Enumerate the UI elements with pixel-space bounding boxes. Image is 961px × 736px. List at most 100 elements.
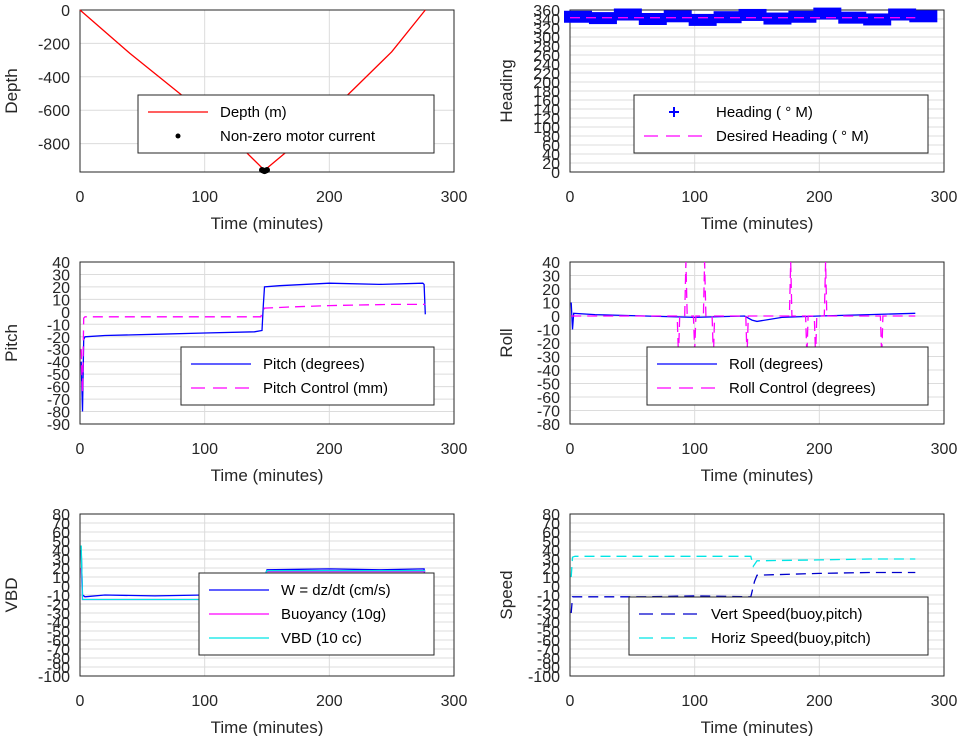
y-tick-label: 260: [533, 48, 560, 65]
y-tick-label: -20: [47, 597, 70, 614]
y-tick-label: -80: [537, 651, 560, 668]
y-tick-label: 200: [533, 75, 560, 92]
x-tick-label: 200: [316, 441, 343, 458]
legend-entry: Pitch (degrees): [263, 356, 365, 373]
x-tick-label: 200: [806, 189, 833, 206]
y-tick-label: -20: [47, 330, 70, 347]
y-tick-label: -60: [47, 380, 70, 397]
legend-marker: [175, 133, 181, 139]
y-tick-label: -10: [47, 588, 70, 605]
y-tick-label: -70: [537, 642, 560, 659]
y-tick-label: 10: [542, 296, 560, 313]
y-tick-label: 20: [542, 561, 560, 578]
y-tick-label: -20: [537, 597, 560, 614]
y-tick-label: -100: [38, 669, 70, 686]
x-tick-label: 200: [316, 189, 343, 206]
data-marker: [838, 11, 867, 24]
y-tick-label: -800: [38, 137, 70, 154]
y-tick-label: 20: [52, 280, 70, 297]
y-axis-label: Roll: [497, 328, 516, 357]
plot-border: [569, 513, 945, 677]
x-tick-label: 100: [681, 441, 708, 458]
y-tick-label: -20: [537, 336, 560, 353]
x-tick-label: 300: [441, 441, 468, 458]
x-tick-label: 300: [931, 693, 958, 710]
x-tick-label: 0: [76, 693, 85, 710]
x-tick-label: 100: [191, 693, 218, 710]
y-tick-label: 50: [542, 534, 560, 551]
y-tick-label: -30: [537, 606, 560, 623]
legend-box: [633, 94, 929, 154]
y-tick-label: -60: [537, 633, 560, 650]
y-tick-label: 360: [533, 3, 560, 20]
y-tick-label: -10: [537, 588, 560, 605]
y-tick-label: -50: [47, 624, 70, 641]
y-tick-label: 60: [52, 525, 70, 542]
y-axis-label: VBD: [2, 578, 21, 613]
x-tick-label: 100: [191, 189, 218, 206]
y-tick-label: -40: [47, 355, 70, 372]
legend-entry: Non-zero motor current: [220, 128, 376, 145]
x-axis-label: Time (minutes): [701, 214, 814, 233]
y-tick-label: -80: [47, 651, 70, 668]
legend-entry: Depth (m): [220, 104, 287, 121]
y-tick-label: 0: [61, 305, 70, 322]
y-tick-label: 70: [542, 516, 560, 533]
y-tick-label: 0: [551, 165, 560, 182]
legend: Vert Speed(buoy,pitch) Horiz Speed(buoy,p…: [628, 596, 929, 656]
data-marker: [713, 11, 742, 24]
y-tick-label: -70: [47, 642, 70, 659]
series-line-1: [570, 302, 916, 330]
y-tick-label: 10: [52, 570, 70, 587]
y-tick-label: -50: [47, 367, 70, 384]
y-tick-label: 40: [542, 255, 560, 272]
x-tick-label: 100: [681, 189, 708, 206]
legend: Roll (degrees) Roll Control (degrees): [646, 346, 929, 406]
data-marker: [613, 8, 642, 21]
y-tick-label: -600: [38, 103, 70, 120]
legend-box: [137, 94, 435, 154]
y-tick-label: 30: [52, 552, 70, 569]
x-tick-label: 300: [441, 693, 468, 710]
y-axis-label: Pitch: [2, 324, 21, 362]
legend-box: [180, 346, 435, 406]
chart-4: 0 100 200 300403020100-10-20-30-40-50-60-70…: [497, 255, 957, 485]
legend-box: [628, 596, 929, 656]
y-tick-label: 60: [542, 525, 560, 542]
y-tick-label: 30: [52, 267, 70, 284]
y-tick-label: 0: [61, 579, 70, 596]
data-marker: [688, 13, 717, 26]
legend: Pitch (degrees) Pitch Control (mm): [180, 346, 435, 406]
y-tick-label: -90: [47, 660, 70, 677]
chart-6: 0 100 200 30080706050403020100-10-20-30-40-…: [497, 507, 957, 736]
y-tick-label: 10: [542, 570, 560, 587]
y-tick-label: 20: [52, 561, 70, 578]
x-tick-label: 200: [806, 441, 833, 458]
legend-box: [646, 346, 929, 406]
y-tick-label: -40: [537, 363, 560, 380]
x-tick-label: 200: [316, 693, 343, 710]
data-marker: [788, 10, 817, 23]
chart-2: 0 100 200 300020406080100120140160180200220…: [497, 3, 957, 233]
x-tick-label: 300: [931, 441, 958, 458]
y-tick-label: 20: [542, 156, 560, 173]
legend: Depth (m) Non-zero motor current: [137, 94, 435, 154]
chart-5: 0 100 200 30080706050403020100-10-20-30-40-…: [2, 507, 467, 736]
legend-entry: Horiz Speed(buoy,pitch): [711, 630, 871, 647]
legend-entry: Buoyancy (10g): [281, 606, 386, 623]
y-tick-label: -80: [47, 405, 70, 422]
y-tick-label: 50: [52, 534, 70, 551]
y-tick-label: 140: [533, 102, 560, 119]
y-tick-label: 80: [542, 507, 560, 524]
y-tick-label: 280: [533, 39, 560, 56]
y-tick-label: -40: [47, 615, 70, 632]
y-axis-label: Heading: [497, 59, 516, 122]
y-tick-label: 40: [52, 255, 70, 272]
series-line-2: [80, 303, 426, 393]
x-axis-label: Time (minutes): [211, 214, 324, 233]
y-tick-label: 0: [61, 3, 70, 20]
y-axis-label: Speed: [497, 570, 516, 619]
y-tick-label: -10: [537, 323, 560, 340]
legend-entry: Vert Speed(buoy,pitch): [711, 606, 862, 623]
